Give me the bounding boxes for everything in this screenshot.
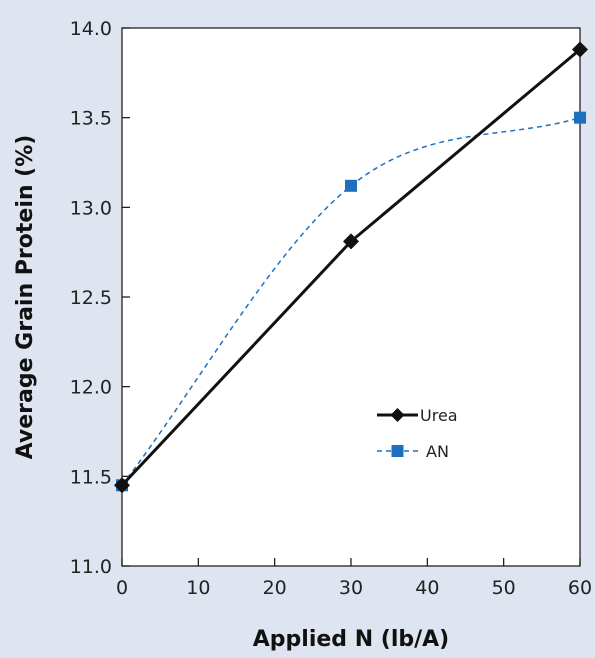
x-tick-label: 60 [568, 577, 592, 599]
y-tick-label: 12.0 [70, 377, 112, 399]
y-axis-title: Average Grain Protein (%) [13, 135, 38, 460]
x-tick-label: 20 [263, 577, 287, 599]
urea-point [114, 477, 130, 494]
series-line-an [121, 116, 581, 486]
legend-urea-marker [390, 408, 405, 422]
x-tick-label: 0 [116, 577, 128, 599]
y-tick-label: 11.5 [70, 466, 112, 488]
y-tick-label: 12.5 [70, 287, 112, 309]
x-axis-title: Applied N (lb/A) [253, 627, 449, 652]
x-tick-label: 40 [415, 577, 439, 599]
legend-an-marker [391, 445, 404, 457]
y-tick-label: 13.0 [70, 197, 112, 219]
legend-an-label: AN [426, 442, 449, 461]
x-tick-label: 10 [186, 577, 210, 599]
an-point [574, 111, 586, 124]
urea-point [572, 41, 588, 58]
series-urea [114, 41, 588, 494]
plot-area [121, 27, 581, 567]
series-layer [114, 41, 588, 494]
legend: Urea AN [377, 406, 458, 461]
y-tick-label: 13.5 [70, 108, 112, 130]
x-axis-ticks: 0 10 20 30 40 50 60 [116, 558, 592, 599]
x-tick-label: 30 [339, 577, 363, 599]
an-point [345, 179, 357, 192]
y-tick-label: 14.0 [70, 18, 112, 40]
urea-point [343, 233, 359, 250]
y-tick-label: 11.0 [70, 556, 112, 578]
y-axis-ticks: 11.0 11.5 12.0 12.5 13.0 13.5 14.0 [70, 18, 130, 578]
x-tick-label: 50 [492, 577, 516, 599]
legend-urea-label: Urea [420, 406, 458, 425]
